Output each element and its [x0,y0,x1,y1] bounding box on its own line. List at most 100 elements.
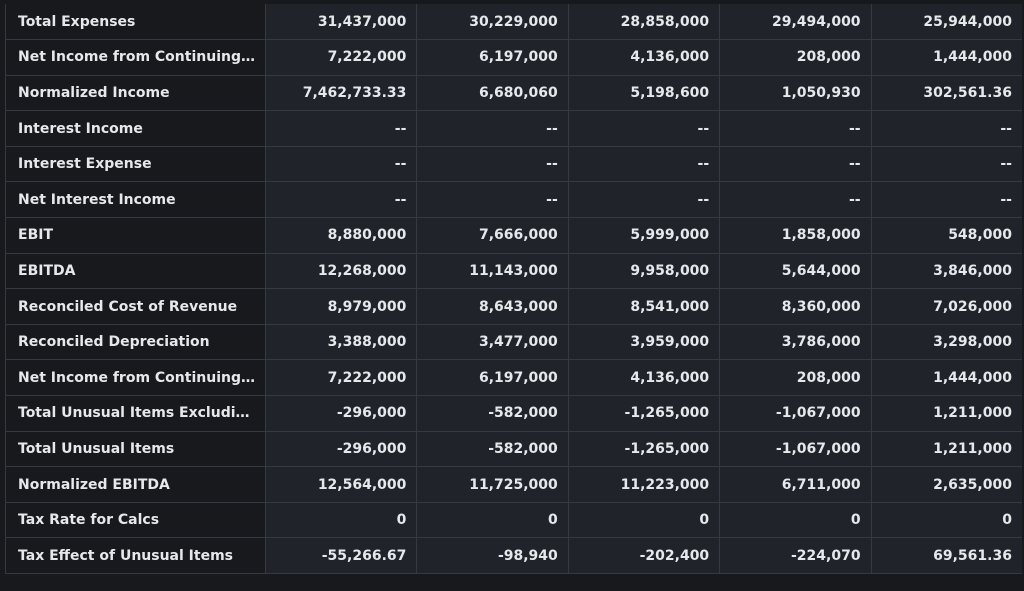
row-value-cell: 5,644,000 [719,252,872,290]
row-value-cell: -202,400 [567,537,721,574]
row-value-cell: 1,211,000 [870,395,1022,432]
table-row: Total Expenses 31,437,000 30,229,000 28,858… [5,4,1022,41]
row-value-cell: 31,437,000 [264,4,418,41]
table-row: Reconciled Cost of Revenue 8,979,000 8,643… [5,288,1022,325]
row-label: Interest Expense [5,145,266,183]
row-value-cell: 29,494,000 [719,4,872,41]
row-value-cell: 9,958,000 [567,252,721,290]
row-value-cell: 0 [719,501,872,539]
row-value-cell: -- [870,145,1022,183]
table-row: Normalized Income 7,462,733.33 6,680,060 5,… [5,74,1022,112]
row-value-cell: 6,197,000 [416,39,569,76]
row-label: Normalized EBITDA [5,466,266,503]
row-value-cell: 0 [870,501,1022,539]
row-value-cell: 0 [416,501,569,539]
row-value-cell: 7,222,000 [264,39,418,76]
row-value-cell: 0 [567,501,721,539]
table-row: Net Income from Continuing & D... 7,222,0… [5,39,1022,76]
row-value-cell: 12,564,000 [264,466,418,503]
row-label: Interest Income [5,110,266,147]
table-row: Net Interest Income -- -- -- -- -- [5,181,1022,219]
row-label: Reconciled Depreciation [5,323,266,361]
row-value-cell: 7,666,000 [416,217,569,254]
row-label: Total Expenses [5,4,266,41]
row-label: Tax Effect of Unusual Items [5,537,266,574]
row-label: Net Income from Continuing Op... [5,359,266,397]
row-value-cell: 6,711,000 [719,466,872,503]
row-value-cell: 1,211,000 [870,430,1022,468]
row-value-cell: -- [719,110,872,147]
row-label: Net Income from Continuing & D... [5,39,266,76]
row-value-cell: -- [870,181,1022,219]
row-label: EBIT [5,217,266,254]
row-value-cell: -- [719,145,872,183]
row-value-cell: -- [264,181,418,219]
row-value-cell: -- [870,110,1022,147]
row-value-cell: 7,222,000 [264,359,418,397]
row-value-cell: -- [567,145,721,183]
row-value-cell: -- [567,110,721,147]
row-value-cell: 1,858,000 [719,217,872,254]
row-value-cell: 1,444,000 [870,359,1022,397]
row-value-cell: 8,979,000 [264,288,418,325]
table-row: Total Unusual Items Excluding G... -296,0… [5,395,1022,432]
row-value-cell: -55,266.67 [264,537,418,574]
row-value-cell: 3,298,000 [870,323,1022,361]
row-value-cell: 11,143,000 [416,252,569,290]
row-value-cell: 1,050,930 [719,74,872,112]
row-value-cell: 3,846,000 [870,252,1022,290]
table-row: EBIT 8,880,000 7,666,000 5,999,000 1,858,000… [5,217,1022,254]
row-value-cell: -1,265,000 [567,430,721,468]
row-value-cell: -582,000 [416,395,569,432]
row-value-cell: -98,940 [416,537,569,574]
row-value-cell: 25,944,000 [870,4,1022,41]
row-value-cell: -1,265,000 [567,395,721,432]
row-value-cell: -- [719,181,872,219]
financials-table: Total Expenses 31,437,000 30,229,000 28,858… [5,4,1022,574]
row-value-cell: 11,223,000 [567,466,721,503]
row-value-cell: 12,268,000 [264,252,418,290]
table-row: Interest Income -- -- -- -- -- [5,110,1022,147]
financials-table-container: Total Expenses 31,437,000 30,229,000 28,858… [5,4,1022,591]
financials-table-body: Total Expenses 31,437,000 30,229,000 28,858… [5,4,1022,574]
table-row: Total Unusual Items -296,000 -582,000 -1,26… [5,430,1022,468]
table-row: Tax Effect of Unusual Items -55,266.67 -98… [5,537,1022,574]
table-row: Reconciled Depreciation 3,388,000 3,477,00… [5,323,1022,361]
row-value-cell: 69,561.36 [870,537,1022,574]
row-value-cell: 208,000 [719,39,872,76]
row-value-cell: -- [416,110,569,147]
row-value-cell: 3,388,000 [264,323,418,361]
row-value-cell: 3,959,000 [567,323,721,361]
row-label: Tax Rate for Calcs [5,501,266,539]
row-value-cell: -- [567,181,721,219]
row-value-cell: 2,635,000 [870,466,1022,503]
row-value-cell: -582,000 [416,430,569,468]
row-label: Total Unusual Items Excluding G... [5,395,266,432]
row-value-cell: 548,000 [870,217,1022,254]
table-row: Net Income from Continuing Op... 7,222,00… [5,359,1022,397]
row-value-cell: 3,477,000 [416,323,569,361]
row-value-cell: -1,067,000 [719,430,872,468]
row-value-cell: 4,136,000 [567,359,721,397]
row-label: Normalized Income [5,74,266,112]
row-label: Net Interest Income [5,181,266,219]
row-value-cell: 302,561.36 [870,74,1022,112]
table-row: EBITDA 12,268,000 11,143,000 9,958,000 5,644… [5,252,1022,290]
row-value-cell: 8,541,000 [567,288,721,325]
row-value-cell: 6,197,000 [416,359,569,397]
row-value-cell: -- [264,145,418,183]
row-value-cell: -- [416,181,569,219]
row-value-cell: 0 [264,501,418,539]
table-row: Normalized EBITDA 12,564,000 11,725,000 11,… [5,466,1022,503]
row-value-cell: 7,026,000 [870,288,1022,325]
row-value-cell: 7,462,733.33 [264,74,418,112]
row-value-cell: -- [264,110,418,147]
row-value-cell: -296,000 [264,430,418,468]
row-label: Reconciled Cost of Revenue [5,288,266,325]
row-label: EBITDA [5,252,266,290]
row-value-cell: 8,360,000 [719,288,872,325]
row-value-cell: -1,067,000 [719,395,872,432]
row-value-cell: 11,725,000 [416,466,569,503]
row-value-cell: 208,000 [719,359,872,397]
row-value-cell: 8,880,000 [264,217,418,254]
